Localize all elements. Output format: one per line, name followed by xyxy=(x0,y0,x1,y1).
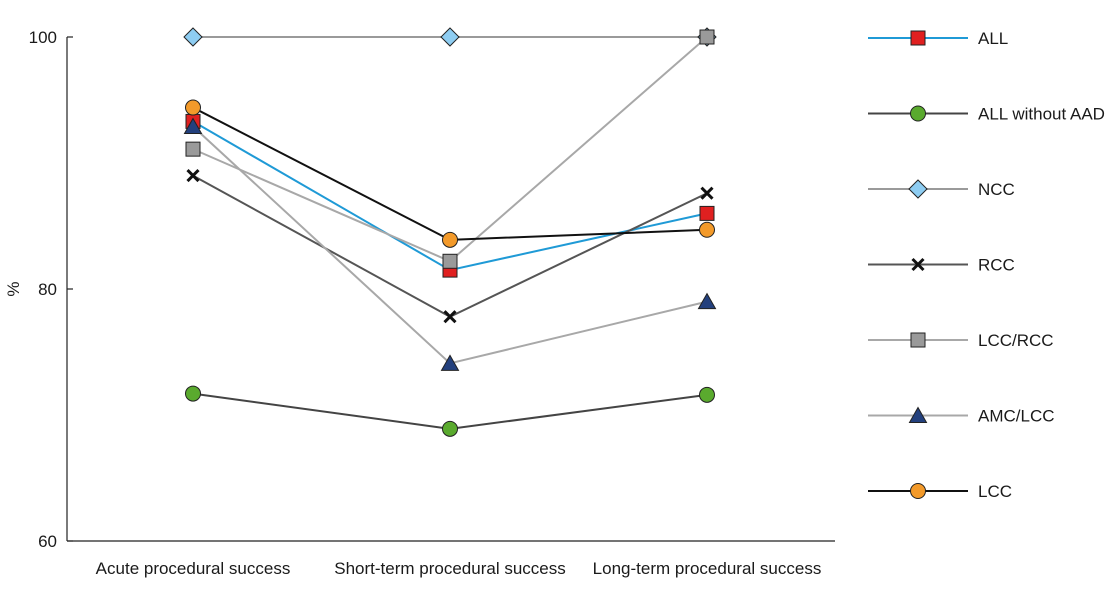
chart-axes: 60 80 100% Acute procedural success Short-te… xyxy=(4,28,835,578)
data-point xyxy=(183,117,203,134)
data-point xyxy=(699,221,715,238)
y-axis-label: % xyxy=(4,281,23,296)
data-point xyxy=(697,292,717,310)
data-point xyxy=(185,141,201,157)
legend-marker xyxy=(910,483,926,499)
data-point xyxy=(185,99,201,116)
legend-marker xyxy=(908,179,928,199)
chart-legend: ALL ALL without AAD NCC RCC LCC/RCC AMC/LCC LC… xyxy=(868,29,1105,501)
data-point xyxy=(440,27,460,47)
data-point xyxy=(699,29,715,45)
legend-label: AMC/LCC xyxy=(978,407,1055,426)
y-tick-label: 60 xyxy=(38,532,57,551)
data-point xyxy=(699,205,715,221)
data-point xyxy=(442,253,458,269)
data-point xyxy=(699,386,715,403)
legend-marker xyxy=(910,30,926,46)
legend-marker xyxy=(911,257,925,272)
data-point xyxy=(443,310,457,324)
legend-label: ALL without AAD xyxy=(978,105,1105,124)
legend-marker xyxy=(910,332,926,348)
x-tick-label: Short-term procedural success xyxy=(334,559,565,578)
legend-label: LCC/RCC xyxy=(978,331,1054,350)
legend-label: ALL xyxy=(978,29,1008,48)
x-tick-label: Long-term procedural success xyxy=(593,559,822,578)
data-point xyxy=(442,420,458,437)
series-markers xyxy=(183,27,717,437)
legend-marker xyxy=(908,406,928,423)
data-point xyxy=(440,354,460,371)
x-tick-label: Acute procedural success xyxy=(96,559,291,578)
y-tick-label: 100 xyxy=(29,28,57,47)
series-line-6 xyxy=(192,106,708,241)
data-point xyxy=(185,385,201,402)
data-point xyxy=(700,186,714,200)
data-point xyxy=(186,169,200,183)
data-point xyxy=(183,27,203,47)
legend-label: NCC xyxy=(978,180,1015,199)
legend-label: LCC xyxy=(978,482,1012,501)
legend-marker xyxy=(910,105,926,122)
series-line-4 xyxy=(192,36,708,263)
y-tick-label: 80 xyxy=(38,280,57,299)
data-point xyxy=(442,231,458,248)
legend-label: RCC xyxy=(978,256,1015,275)
